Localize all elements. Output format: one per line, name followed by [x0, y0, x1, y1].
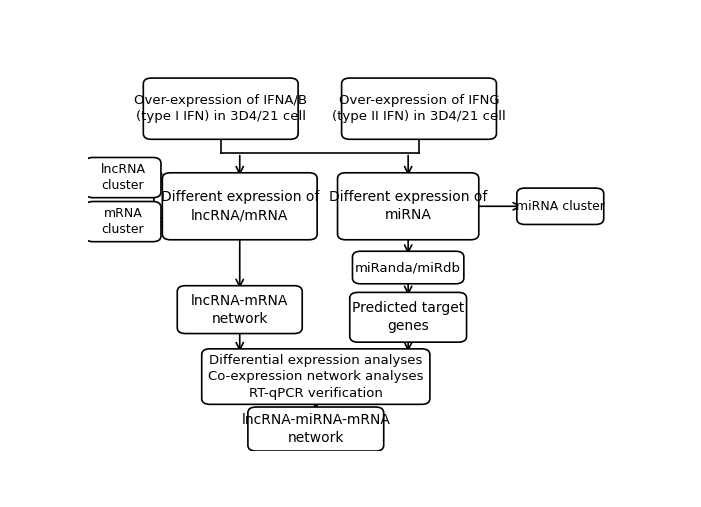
FancyBboxPatch shape: [517, 188, 604, 225]
FancyBboxPatch shape: [143, 78, 298, 139]
Text: mRNA
cluster: mRNA cluster: [102, 207, 144, 236]
Text: lncRNA-mRNA
network: lncRNA-mRNA network: [191, 294, 288, 325]
Text: lncRNA
cluster: lncRNA cluster: [100, 163, 145, 192]
FancyBboxPatch shape: [337, 173, 479, 240]
Text: miRNA cluster: miRNA cluster: [516, 200, 605, 213]
FancyBboxPatch shape: [202, 349, 430, 405]
Text: Different expression of
lncRNA/mRNA: Different expression of lncRNA/mRNA: [161, 190, 319, 222]
Text: Predicted target
genes: Predicted target genes: [352, 301, 464, 333]
FancyBboxPatch shape: [248, 407, 383, 451]
FancyBboxPatch shape: [85, 158, 161, 198]
FancyBboxPatch shape: [163, 173, 317, 240]
Text: Over-expression of IFNG
(type II IFN) in 3D4/21 cell: Over-expression of IFNG (type II IFN) in…: [332, 94, 506, 123]
Text: Over-expression of IFNA/B
(type I IFN) in 3D4/21 cell: Over-expression of IFNA/B (type I IFN) i…: [134, 94, 307, 123]
Text: miRanda/miRdb: miRanda/miRdb: [355, 261, 461, 274]
Text: Different expression of
miRNA: Different expression of miRNA: [329, 190, 487, 222]
Text: Differential expression analyses
Co-expression network analyses
RT-qPCR verifica: Differential expression analyses Co-expr…: [208, 353, 423, 400]
Text: lncRNA-miRNA-mRNA
network: lncRNA-miRNA-mRNA network: [241, 413, 390, 445]
FancyBboxPatch shape: [177, 286, 302, 334]
FancyBboxPatch shape: [85, 201, 161, 242]
FancyBboxPatch shape: [350, 293, 467, 342]
FancyBboxPatch shape: [341, 78, 496, 139]
FancyBboxPatch shape: [353, 251, 464, 284]
